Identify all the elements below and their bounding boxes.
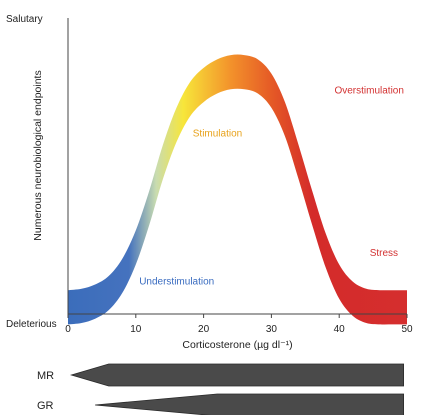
receptor-label-gr: GR xyxy=(37,400,54,412)
x-tick-label: 0 xyxy=(65,324,71,335)
x-axis-title: Corticosterone (µg dl⁻¹) xyxy=(182,339,292,351)
annotation-layer: Understimulation Stimulation Overstimulati… xyxy=(139,86,404,288)
x-tick-label: 50 xyxy=(401,324,413,335)
curve-band-layer xyxy=(68,54,407,325)
curve-annotation: Stimulation xyxy=(193,128,242,139)
x-tick-label: 20 xyxy=(198,324,210,335)
curve-annotation: Understimulation xyxy=(139,277,214,288)
axes-layer: Salutary Deleterious Numerous neurobiologi… xyxy=(6,14,407,351)
receptor-bars-layer: MR GR xyxy=(37,363,405,417)
y-axis-title: Numerous neurobiological endpoints xyxy=(32,70,44,240)
response-curve-band xyxy=(68,54,407,325)
y-bottom-label: Deleterious xyxy=(6,319,57,330)
receptor-bar-mr xyxy=(69,363,405,387)
y-top-label: Salutary xyxy=(6,14,43,25)
curve-annotation: Stress xyxy=(370,248,398,259)
receptor-bar-gr xyxy=(95,393,405,417)
x-tick-layer: 0 10 20 30 40 50 xyxy=(65,314,413,335)
x-tick-label: 30 xyxy=(266,324,278,335)
curve-annotation: Overstimulation xyxy=(334,86,403,97)
x-tick-label: 10 xyxy=(130,324,142,335)
x-tick-label: 40 xyxy=(334,324,346,335)
receptor-label-mr: MR xyxy=(37,370,54,382)
